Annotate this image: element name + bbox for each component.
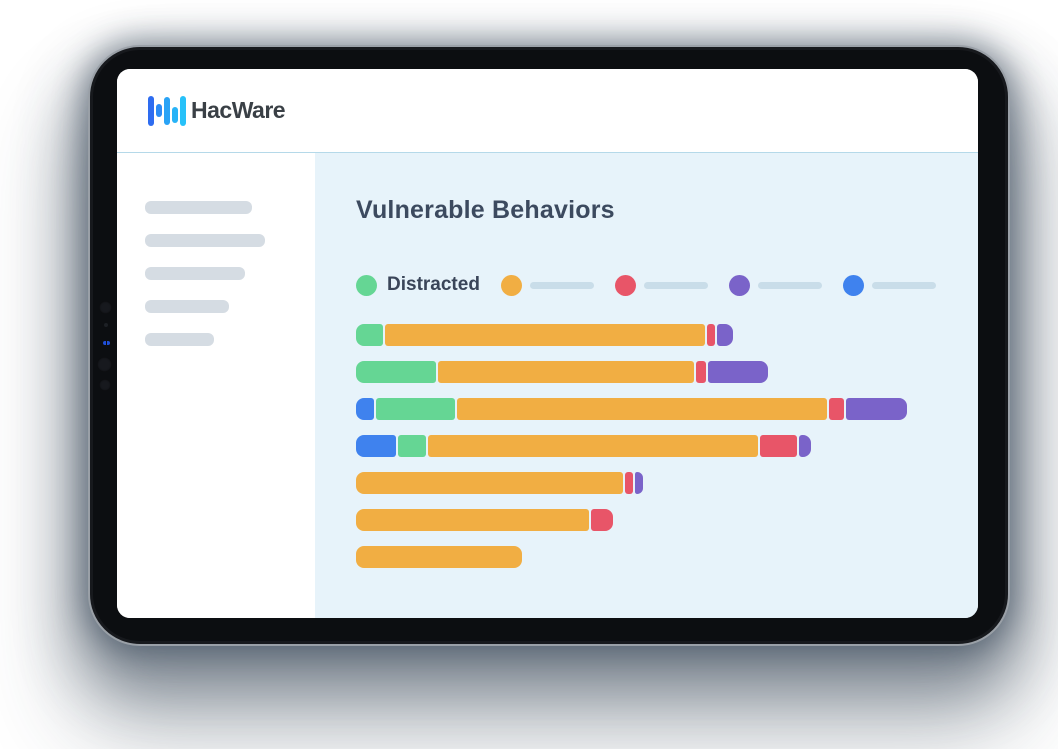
sidebar-skeleton-item [145, 333, 214, 346]
bar-segment-purple[interactable] [717, 324, 733, 346]
legend-item-5[interactable] [842, 274, 936, 296]
bar-row-7[interactable] [356, 546, 978, 568]
legend-placeholder-line [757, 281, 822, 289]
legend-item-3[interactable] [614, 274, 708, 296]
bar-segment-orange[interactable] [356, 546, 522, 568]
bar-segment-orange[interactable] [385, 324, 705, 346]
bar-segment-red[interactable] [625, 472, 633, 494]
legend-label: Distracted [387, 274, 480, 295]
brand-logo: HacWare [148, 95, 286, 127]
bar-segment-red[interactable] [829, 398, 844, 420]
bar-segment-orange[interactable] [457, 398, 827, 420]
sidebar-skeleton-item [145, 267, 245, 280]
app-header: HacWare [117, 69, 978, 153]
bar-segment-red[interactable] [760, 435, 797, 457]
audio-bars-logo-icon [148, 95, 188, 127]
bar-segment-purple[interactable] [799, 435, 811, 457]
tablet-screen: HacWare Vulnerable Behaviors Distracted [117, 69, 978, 618]
bar-row-4[interactable] [356, 435, 978, 457]
bar-segment-orange[interactable] [356, 509, 589, 531]
bar-segment-purple[interactable] [708, 361, 768, 383]
page-title: Vulnerable Behaviors [356, 196, 615, 224]
legend-item-2[interactable] [500, 274, 594, 296]
bar-segment-purple[interactable] [635, 472, 643, 494]
front-camera-cluster [96, 299, 114, 441]
sidebar-skeleton-item [145, 201, 252, 214]
bar-segment-distracted[interactable] [356, 324, 383, 346]
bar-segment-distracted[interactable] [398, 435, 426, 457]
legend-dot-icon [356, 274, 377, 296]
legend-dot-icon [614, 274, 636, 296]
sidebar-skeleton-item [145, 300, 229, 313]
bar-segment-red[interactable] [696, 361, 706, 383]
bar-segment-orange[interactable] [356, 472, 623, 494]
bar-segment-blue[interactable] [356, 398, 374, 420]
camera-indicator-icon [103, 341, 110, 345]
bar-row-5[interactable] [356, 472, 978, 494]
bar-segment-red[interactable] [707, 324, 715, 346]
camera-lens-icon [99, 379, 111, 391]
bar-row-2[interactable] [356, 361, 978, 383]
legend-placeholder-line [529, 281, 594, 289]
bar-row-3[interactable] [356, 398, 978, 420]
bar-segment-distracted[interactable] [356, 361, 436, 383]
sidebar-nav-skeleton [117, 153, 315, 618]
bar-segment-red[interactable] [591, 509, 613, 531]
chart-legend: Distracted [356, 274, 978, 296]
legend-item-4[interactable] [728, 274, 822, 296]
legend-placeholder-line [643, 281, 708, 289]
legend-dot-icon [728, 274, 750, 296]
bar-segment-blue[interactable] [356, 435, 396, 457]
bar-row-1[interactable] [356, 324, 978, 346]
legend-placeholder-line [871, 281, 936, 289]
brand-name: HacWare [191, 97, 286, 123]
camera-lens-icon [99, 301, 112, 314]
sidebar-skeleton-item [145, 234, 265, 247]
microphone-dot-icon [104, 323, 108, 327]
legend-dot-icon [500, 274, 522, 296]
main-panel: Vulnerable Behaviors Distracted [315, 153, 978, 618]
camera-lens-icon [97, 357, 112, 372]
app-body: Vulnerable Behaviors Distracted [117, 153, 978, 618]
bar-segment-purple[interactable] [846, 398, 907, 420]
bar-segment-orange[interactable] [438, 361, 694, 383]
legend-dot-icon [842, 274, 864, 296]
bar-segment-orange[interactable] [428, 435, 758, 457]
tablet-frame: HacWare Vulnerable Behaviors Distracted [88, 45, 1010, 646]
bar-row-6[interactable] [356, 509, 978, 531]
bar-segment-distracted[interactable] [376, 398, 455, 420]
legend-item-1[interactable]: Distracted [356, 274, 480, 296]
stacked-bar-chart [356, 324, 978, 568]
